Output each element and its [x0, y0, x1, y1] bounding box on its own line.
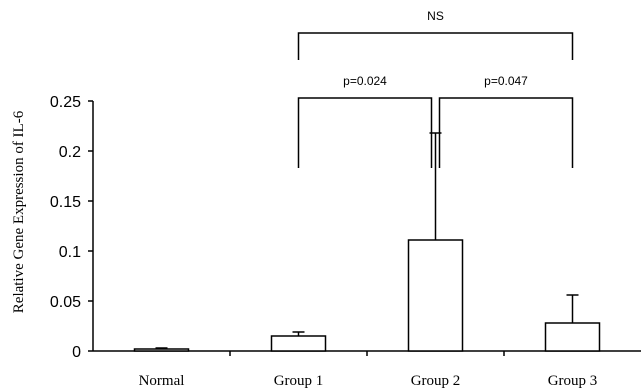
significance-label: p=0.047	[484, 74, 528, 88]
x-tick-label: Normal	[139, 373, 185, 389]
bar-group-3	[544, 322, 601, 352]
y-axis-label: Relative Gene Expression of IL-6	[11, 110, 27, 313]
y-tick-label: 0.25	[50, 94, 81, 111]
bar-group-1	[270, 335, 327, 352]
bar-normal	[133, 348, 190, 352]
significance-bracket	[297, 32, 574, 60]
significance-label: NS	[427, 9, 444, 23]
significance-bracket	[297, 97, 433, 168]
plot-area: 0 0.05 0.1 0.15 0.2 0.25 Normal Group 1 Group 2 G…	[50, 9, 641, 389]
bar-group-2	[407, 239, 464, 352]
x-tick-label: Group 3	[548, 373, 598, 389]
x-tick-label: Group 1	[274, 373, 324, 389]
y-tick-label: 0.1	[59, 244, 81, 261]
y-tick-label: 0	[72, 344, 81, 361]
significance-label: p=0.024	[343, 74, 387, 88]
y-tick-label: 0.05	[50, 294, 81, 311]
x-tick-label: Group 2	[411, 373, 461, 389]
y-tick-label: 0.2	[59, 144, 81, 161]
y-tick-label: 0.15	[50, 194, 81, 211]
significance-bracket	[438, 97, 574, 168]
